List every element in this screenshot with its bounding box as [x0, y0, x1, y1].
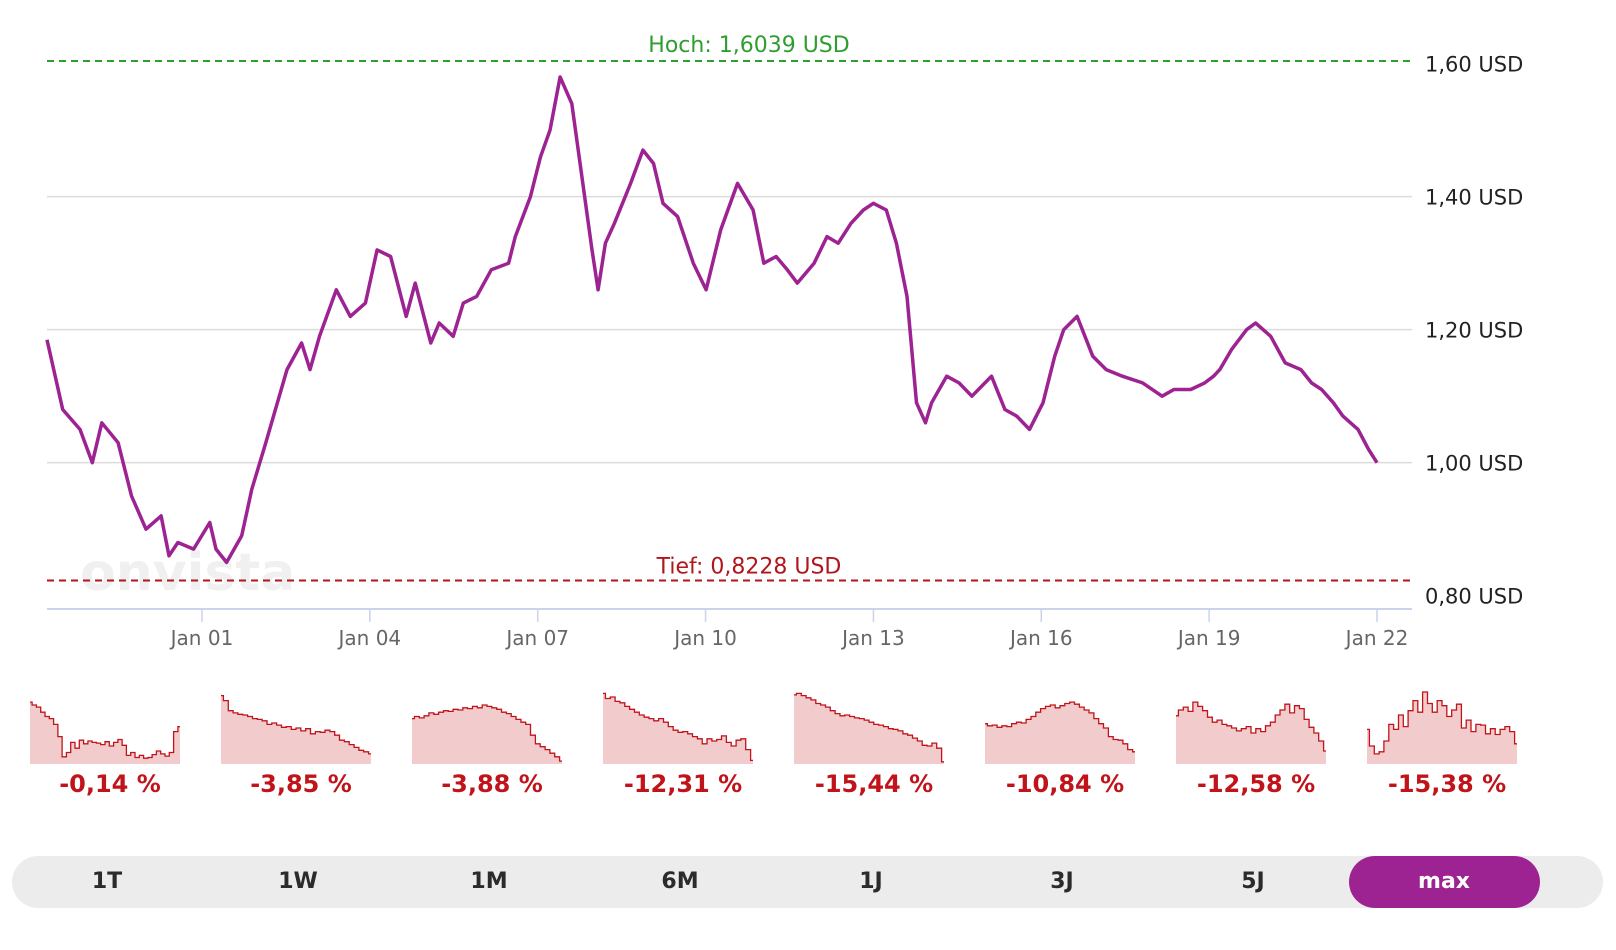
- x-tick-label: Jan 01: [169, 626, 234, 650]
- grid-lines: [47, 195, 1412, 464]
- sparkline-line: [1176, 701, 1326, 752]
- y-tick-label: 1,00 USD: [1425, 452, 1523, 476]
- x-tick-label: Jan 10: [672, 626, 737, 650]
- sparkline-1w: -3,85 %: [221, 690, 381, 820]
- range-button-1w[interactable]: 1W: [278, 869, 318, 894]
- sparkline-graph: [985, 701, 1135, 764]
- sparkline-area: [603, 693, 753, 764]
- sparkline-line: [794, 692, 944, 763]
- sparkline-1t: -0,14 %: [30, 690, 190, 820]
- sparkline-line: [1367, 691, 1517, 755]
- x-tick-label: Jan 13: [840, 626, 905, 650]
- range-button-6m[interactable]: 6M: [661, 869, 699, 894]
- sparkline-area: [985, 702, 1135, 764]
- watermark-logo: onvista: [80, 543, 295, 603]
- sparkline-area: [30, 702, 180, 764]
- high-low-lines: Hoch: 1,6039 USD Tief: 0,8228 USD: [47, 33, 1412, 582]
- change-percent-label: -0,14 %: [59, 770, 161, 798]
- sparkline-1j: -15,44 %: [794, 690, 954, 820]
- y-axis: 0,80 USD 1,00 USD 1,20 USD 1,40 USD 1,60 USD: [1425, 53, 1523, 609]
- sparkline-line: [221, 694, 371, 755]
- sparkline-max: -15,38 %: [1367, 690, 1527, 820]
- range-button-1t[interactable]: 1T: [91, 869, 123, 894]
- y-tick-label: 1,60 USD: [1425, 53, 1523, 77]
- range-button-max[interactable]: max: [1348, 856, 1540, 908]
- x-tick-label: Jan 19: [1176, 626, 1241, 650]
- y-tick-label: 0,80 USD: [1425, 585, 1523, 609]
- sparkline-area: [412, 705, 562, 764]
- change-percent-label: -15,44 %: [814, 770, 934, 798]
- sparkline-5j: -12,58 %: [1176, 690, 1336, 820]
- price-series-line: [45, 75, 1379, 565]
- change-percent-label: -15,38 %: [1387, 770, 1507, 798]
- sparkline-line: [985, 701, 1135, 753]
- time-range-selector: 1T 1W 1M 6M 1J 3J 5J max: [12, 856, 1603, 908]
- change-percent-label: -3,88 %: [441, 770, 543, 798]
- sparkline-graph: [794, 692, 944, 764]
- range-button-3j[interactable]: 3J: [1050, 869, 1074, 894]
- sparkline-line: [603, 692, 753, 762]
- performance-sparklines: -0,14 % -3,85 % -3,88 % -12,31 % -15,44 % -10…: [0, 690, 1616, 820]
- high-label: Hoch: 1,6039 USD: [648, 33, 849, 58]
- range-button-5j[interactable]: 5J: [1241, 869, 1265, 894]
- sparkline-line: [412, 704, 562, 762]
- y-tick-label: 1,40 USD: [1425, 186, 1523, 210]
- x-tick-label: Jan 22: [1344, 626, 1409, 650]
- sparkline-1m: -3,88 %: [412, 690, 572, 820]
- sparkline-graph: [221, 694, 371, 764]
- range-button-1j[interactable]: 1J: [859, 869, 883, 894]
- low-label: Tief: 0,8228 USD: [656, 555, 842, 580]
- range-button-1m[interactable]: 1M: [470, 869, 508, 894]
- sparkline-graph: [412, 704, 562, 764]
- change-percent-label: -10,84 %: [1005, 770, 1125, 798]
- sparkline-area: [1367, 692, 1517, 764]
- sparkline-graph: [1176, 701, 1326, 764]
- sparkline-3j: -10,84 %: [985, 690, 1145, 820]
- change-percent-label: -12,31 %: [623, 770, 743, 798]
- price-chart[interactable]: onvista Hoch: 1,6039 USD Tief: 0,8228 US…: [0, 0, 1616, 680]
- change-percent-label: -3,85 %: [250, 770, 352, 798]
- y-tick-label: 1,20 USD: [1425, 319, 1523, 343]
- sparkline-graph: [1367, 691, 1517, 764]
- x-axis: Jan 01 Jan 04 Jan 07 Jan 10 Jan 13 Jan 16 Jan …: [47, 608, 1412, 650]
- x-tick-label: Jan 07: [504, 626, 569, 650]
- change-percent-label: -12,58 %: [1196, 770, 1316, 798]
- x-tick-label: Jan 16: [1008, 626, 1073, 650]
- sparkline-line: [30, 701, 180, 759]
- sparkline-6m: -12,31 %: [603, 690, 763, 820]
- sparkline-graph: [603, 692, 753, 764]
- sparkline-graph: [30, 701, 180, 764]
- x-tick-label: Jan 04: [337, 626, 402, 650]
